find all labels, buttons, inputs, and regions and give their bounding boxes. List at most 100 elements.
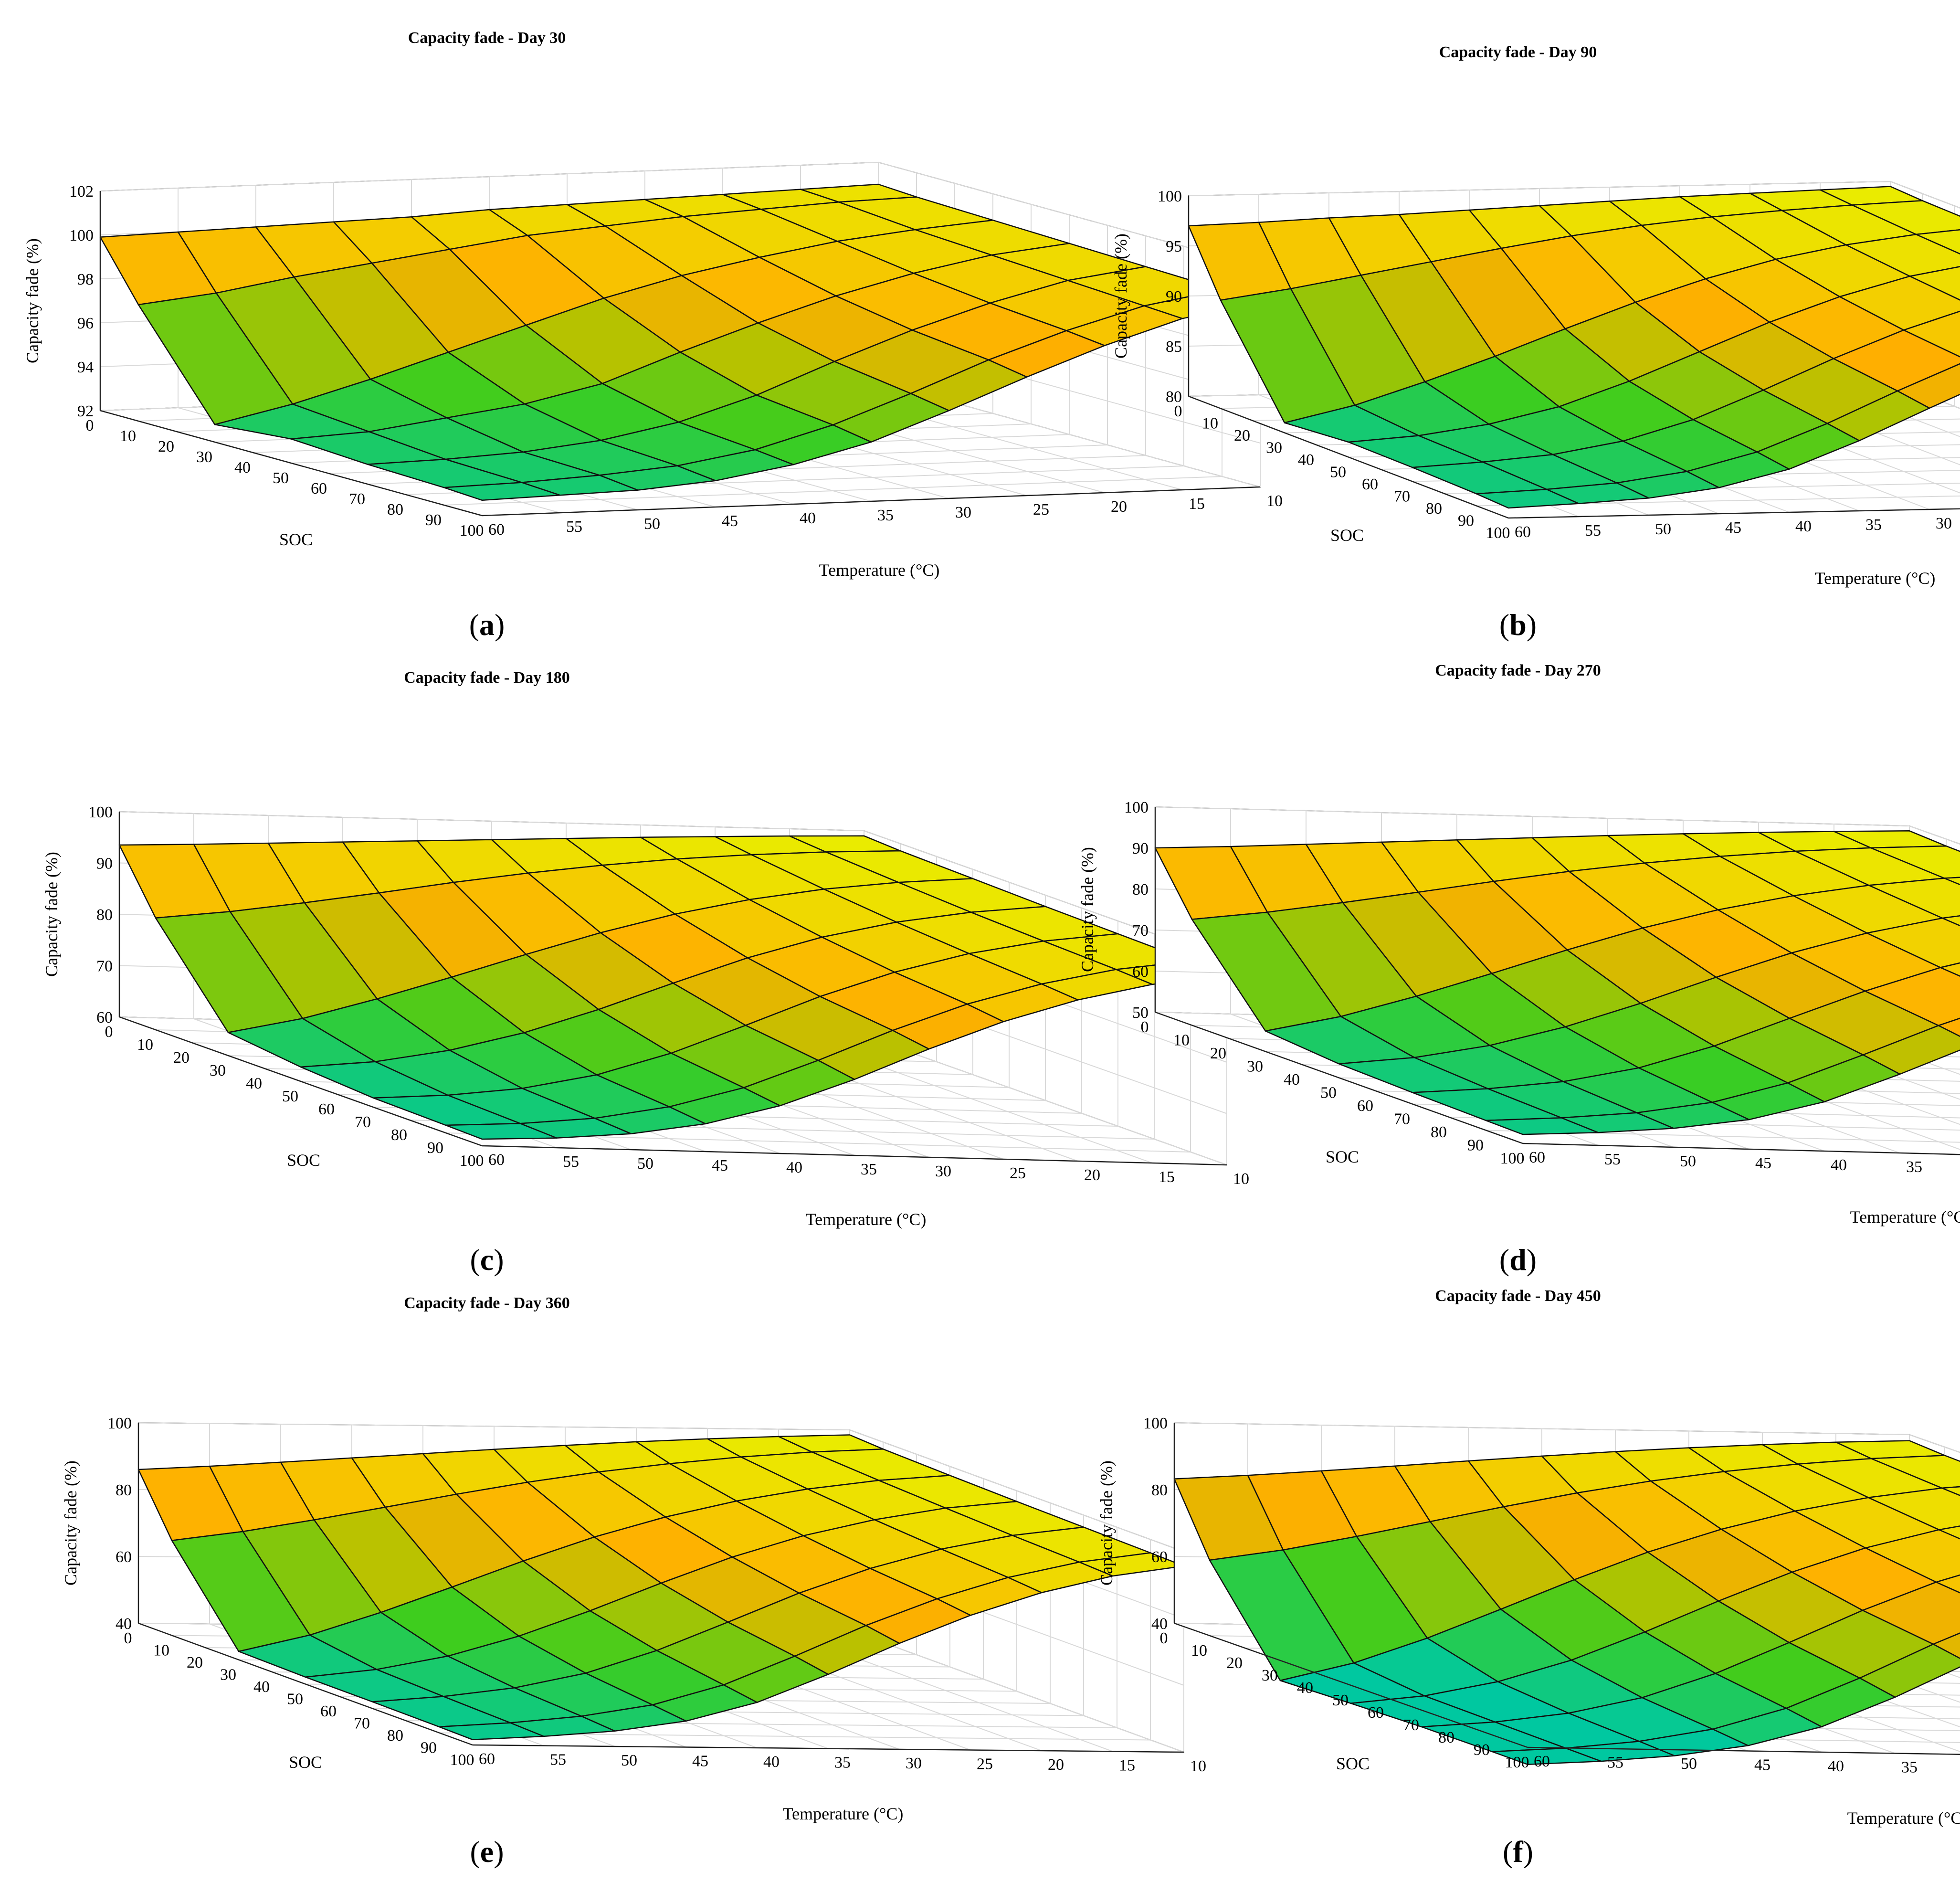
temperature-tick-label: 55 xyxy=(1607,1754,1623,1772)
panel-title: Capacity fade - Day 360 xyxy=(404,1294,570,1312)
soc-tick-label: 80 xyxy=(391,1126,407,1144)
soc-tick-label: 100 xyxy=(1505,1754,1529,1771)
temperature-axis-label: Temperature (°C) xyxy=(806,1210,927,1229)
soc-axis-line xyxy=(1188,395,1509,519)
z-tick-label: 50 xyxy=(1132,1004,1149,1022)
z-axis-label: Capacity fade (%) xyxy=(42,852,61,977)
temperature-tick-label: 45 xyxy=(722,512,738,530)
temperature-tick-label: 30 xyxy=(906,1755,922,1772)
soc-tick-label: 10 xyxy=(120,427,136,445)
temperature-tick-label: 30 xyxy=(935,1163,951,1180)
z-axis-label: Capacity fade (%) xyxy=(1097,1460,1116,1586)
z-tick-label: 60 xyxy=(1151,1548,1168,1566)
surface-patch xyxy=(1938,1017,1960,1037)
surface-patch xyxy=(1939,962,1960,977)
z-grid-line xyxy=(1188,180,1960,209)
temperature-tick-label: 40 xyxy=(800,509,816,527)
z-tick-label: 100 xyxy=(107,1415,132,1432)
soc-tick-label: 0 xyxy=(1141,1018,1149,1036)
temperature-axis-label: Temperature (°C) xyxy=(783,1804,904,1823)
panel-c: Capacity fade - Day 180 0 10 20 30 40 50 60 70 8… xyxy=(42,669,1249,1277)
z-tick-label: 92 xyxy=(77,402,94,420)
soc-tick-label: 50 xyxy=(1332,1692,1349,1709)
panel-caption: (b) xyxy=(1499,608,1537,642)
temperature-tick-label: 25 xyxy=(1033,501,1049,518)
temperature-tick-label: 10 xyxy=(1190,1757,1206,1775)
z-tick-label: 40 xyxy=(116,1615,132,1633)
soc-tick-label: 20 xyxy=(158,438,174,455)
soc-tick-label: 20 xyxy=(1210,1045,1226,1062)
soc-tick-label: 100 xyxy=(450,1751,474,1769)
soc-tick-label: 80 xyxy=(387,1727,403,1745)
soc-tick-label: 90 xyxy=(425,511,442,529)
z-tick-label: 100 xyxy=(88,804,113,821)
soc-tick-label: 20 xyxy=(187,1654,203,1671)
z-grid-line xyxy=(119,811,1227,960)
soc-tick-label: 70 xyxy=(354,1715,370,1733)
surface-plot: 0102030405060708090100101520253035404550… xyxy=(1111,180,1960,588)
z-tick-label: 90 xyxy=(1132,840,1149,857)
surface-patch xyxy=(1485,1117,1599,1135)
z-tick-label: 98 xyxy=(77,271,94,288)
soc-tick-label: 20 xyxy=(1234,427,1250,444)
panel-caption: (e) xyxy=(470,1835,504,1869)
surface-patch xyxy=(1938,1525,1960,1540)
soc-axis-line xyxy=(138,1622,473,1746)
soc-tick-label: 50 xyxy=(1330,464,1346,481)
temperature-axis-line xyxy=(472,1744,1184,1753)
z-tick-label: 94 xyxy=(77,359,94,376)
z-axis-label: Capacity fade (%) xyxy=(1111,233,1130,359)
panel-title: Capacity fade - Day 450 xyxy=(1435,1287,1601,1305)
z-grid-line xyxy=(100,161,1261,268)
z-tick-label: 40 xyxy=(1151,1615,1168,1633)
soc-tick-label: 10 xyxy=(1202,415,1218,433)
z-grid-line xyxy=(138,1422,1184,1552)
z-axis-label: Capacity fade (%) xyxy=(61,1460,80,1586)
surface-patch xyxy=(1903,310,1960,358)
soc-tick-label: 100 xyxy=(460,1152,484,1170)
panel-caption: (d) xyxy=(1499,1243,1537,1277)
soc-axis-line xyxy=(119,1016,483,1147)
soc-tick-label: 70 xyxy=(355,1113,371,1131)
temperature-tick-label: 50 xyxy=(1655,520,1671,538)
soc-tick-label: 90 xyxy=(1458,512,1474,530)
z-tick-label: 100 xyxy=(1143,1415,1168,1432)
surface-patch xyxy=(1935,1574,1960,1594)
temperature-tick-label: 60 xyxy=(1534,1753,1550,1770)
temperature-tick-label: 50 xyxy=(644,515,660,533)
soc-tick-label: 50 xyxy=(273,469,289,487)
temperature-tick-label: 55 xyxy=(566,518,582,536)
soc-tick-label: 90 xyxy=(427,1139,443,1157)
temperature-tick-label: 40 xyxy=(763,1753,780,1771)
surface-plot: 0102030405060708090100101520253035404550… xyxy=(1097,1415,1960,1828)
z-grid-line xyxy=(1155,806,1960,845)
panel-caption: (a) xyxy=(469,608,505,642)
temperature-tick-label: 45 xyxy=(1754,1756,1770,1774)
soc-axis-label: SOC xyxy=(1330,526,1364,545)
panel-title: Capacity fade - Day 180 xyxy=(404,669,570,687)
temperature-tick-label: 60 xyxy=(1529,1149,1545,1166)
soc-tick-label: 90 xyxy=(421,1739,437,1757)
soc-tick-label: 10 xyxy=(137,1036,153,1054)
panel-d: Capacity fade - Day 270 0 10 20 30 40 50 60 70 8… xyxy=(1078,662,1960,1277)
z-tick-label: 70 xyxy=(1132,922,1149,940)
soc-tick-label: 90 xyxy=(1474,1741,1490,1759)
soc-tick-label: 50 xyxy=(287,1691,303,1708)
temperature-axis-label: Temperature (°C) xyxy=(1850,1207,1960,1226)
soc-tick-label: 100 xyxy=(1486,524,1510,542)
soc-tick-label: 50 xyxy=(1320,1084,1337,1102)
panel-title: Capacity fade - Day 270 xyxy=(1435,662,1601,679)
z-tick-label: 70 xyxy=(96,958,113,975)
surface-patch xyxy=(1475,488,1580,509)
temperature-tick-label: 20 xyxy=(1084,1166,1100,1184)
temperature-tick-label: 45 xyxy=(1725,519,1741,537)
z-tick-label: 60 xyxy=(1132,963,1149,981)
z-tick-label: 80 xyxy=(96,906,113,924)
surface-patch xyxy=(1932,1632,1960,1660)
panel-b: Capacity fade - Day 90 0 10 20 30 40 50 60 70 80… xyxy=(1111,43,1960,642)
temperature-tick-label: 50 xyxy=(1680,1152,1696,1170)
temperature-tick-label: 15 xyxy=(1119,1757,1135,1775)
soc-tick-label: 40 xyxy=(246,1075,262,1092)
soc-tick-label: 60 xyxy=(1362,476,1378,493)
